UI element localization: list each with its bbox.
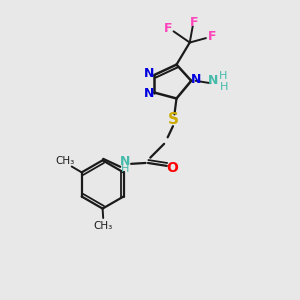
- Text: H: H: [219, 71, 227, 81]
- Text: N: N: [191, 73, 202, 86]
- Text: H: H: [220, 82, 228, 92]
- Text: N: N: [208, 74, 218, 87]
- Text: CH₃: CH₃: [55, 156, 74, 166]
- Text: N: N: [144, 87, 154, 100]
- Text: N: N: [120, 155, 131, 168]
- Text: O: O: [167, 161, 178, 175]
- Text: CH₃: CH₃: [94, 221, 113, 231]
- Text: N: N: [144, 67, 154, 80]
- Text: S: S: [167, 112, 178, 127]
- Text: H: H: [122, 164, 130, 174]
- Text: F: F: [190, 16, 198, 29]
- Text: F: F: [208, 30, 217, 43]
- Text: F: F: [164, 22, 172, 35]
